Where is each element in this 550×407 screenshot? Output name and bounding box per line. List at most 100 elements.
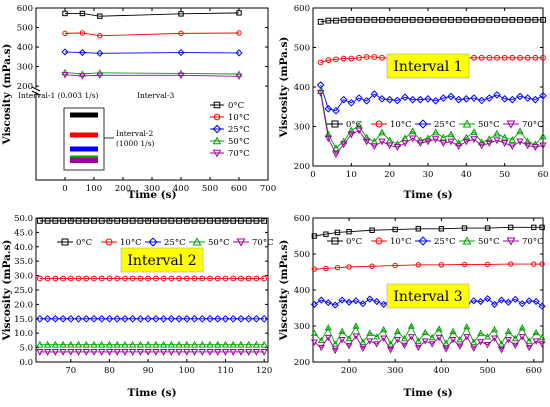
panel-b-legend-marker-10c	[375, 120, 383, 128]
panel-c-point-10c	[137, 275, 144, 282]
panel-b-point-50c	[439, 133, 448, 141]
panel-a-point-25c	[235, 49, 243, 57]
panel-c-point-10c	[129, 275, 136, 282]
panel-b-y-tick-label: 500	[294, 44, 310, 54]
panel-a-point-25c	[78, 48, 86, 57]
panel-c-point-25c	[66, 314, 75, 323]
panel-b-point-10c	[363, 54, 370, 60]
panel-d-point-50c	[456, 335, 464, 343]
panel-a-x-tick-label: 0	[62, 184, 67, 194]
panel-b-line-0c	[320, 19, 543, 23]
panel-c-point-70c	[67, 349, 75, 356]
panel-b-point-0c	[409, 16, 416, 23]
panel-c-point-25c	[136, 314, 145, 323]
panel-c-point-10c	[52, 275, 59, 282]
panel-d-point-50c	[497, 340, 505, 347]
panel-a-legend-marker-0c	[213, 101, 221, 109]
panel-b-point-0c	[356, 16, 362, 23]
panel-c-title: Interval 2	[127, 253, 196, 269]
panel-c-point-70c	[221, 349, 230, 356]
panel-b-legend-marker-25c	[418, 119, 428, 129]
panel-c-point-50c	[237, 340, 245, 348]
panel-d-point-10c	[531, 261, 537, 267]
panel-b-point-50c	[454, 139, 463, 146]
panel-d-point-0c	[369, 227, 375, 233]
panel-c-point-25c	[237, 314, 245, 323]
panel-b-point-25c	[378, 95, 386, 103]
panel-b-point-0c	[417, 16, 424, 23]
panel-a-point-10c	[178, 30, 184, 37]
panel-c-point-70c	[59, 349, 67, 356]
panel-b-point-0c	[524, 16, 531, 23]
panel-c-y-tick-label: 50.0	[14, 214, 33, 224]
panel-a-x-tick-label: 100	[86, 184, 102, 194]
panel-d-point-50c	[435, 325, 443, 332]
panel-c-point-50c	[221, 340, 230, 348]
panel-b-legend-marker-0c	[331, 120, 339, 128]
panel-d-point-25c	[317, 296, 325, 304]
panel-b-point-25c	[355, 94, 363, 102]
panel-d-legend-marker-70c	[506, 237, 516, 246]
panel-a-point-25c	[96, 49, 104, 57]
panel-c-point-10c	[145, 275, 152, 282]
panel-b-point-70c	[470, 136, 478, 144]
panel-b-point-70c	[378, 138, 386, 146]
panel-b-point-0c	[478, 16, 485, 23]
panel-b-title: Interval 1	[393, 59, 462, 75]
panel-d-point-70c	[380, 335, 388, 342]
panel-a-break-mark	[31, 86, 41, 92]
panel-b-point-25c	[531, 95, 540, 104]
panel-c-legend-label-0c: 0°C	[76, 238, 92, 248]
panel-a-y-tick-label: 600	[17, 4, 33, 14]
panel-c-point-25c	[113, 314, 122, 323]
panel-c-point-25c	[36, 314, 44, 323]
panel-d-point-70c	[331, 347, 339, 355]
panel-b-point-70c	[500, 140, 509, 148]
panel-a-point-25c	[177, 48, 185, 57]
panel-c-point-50c	[152, 340, 160, 348]
panel-c-y-tick-label: 30.0	[14, 272, 33, 282]
panel-b-point-50c	[523, 137, 532, 145]
panel-b-point-25c	[470, 94, 478, 102]
panel-c-y-tick-label: 10.0	[14, 329, 33, 339]
panel-c-point-50c	[121, 340, 129, 348]
panel-b-x-axis-label: Time (s)	[403, 189, 452, 201]
panel-a-legend-label-10c: 10°C	[228, 113, 250, 123]
panel-b-legend-label-25c: 25°C	[434, 120, 456, 130]
panel-b-point-50c	[332, 144, 340, 152]
panel-b-point-0c	[386, 16, 393, 23]
panel-c-y-tick-label: 25.0	[14, 286, 33, 296]
panel-b-point-70c	[393, 144, 402, 151]
panel-b-point-25c	[454, 95, 463, 104]
panel-c-point-70c	[237, 349, 245, 356]
panel-c-series-50c	[36, 340, 268, 348]
panel-a-legend-label-0c: 0°C	[228, 101, 244, 111]
panel-c-point-50c	[136, 340, 145, 348]
panel-b-point-50c	[347, 126, 356, 134]
panel-c-point-10c	[261, 275, 268, 282]
panel-d-point-0c	[334, 229, 341, 236]
panel-b-point-70c	[431, 136, 440, 144]
panel-b-y-tick-label: 400	[294, 83, 310, 93]
panel-c-legend-marker-25c	[148, 237, 158, 247]
panel-d-point-25c	[324, 299, 332, 307]
panel-b-point-25c	[408, 95, 417, 104]
panel-b-point-0c	[463, 16, 470, 23]
panel-d-point-10c	[311, 266, 318, 272]
panel-c-point-50c	[90, 340, 98, 348]
panel-a-legend-marker-10c	[213, 113, 221, 121]
panel-a-series-0c	[62, 10, 242, 19]
panel-a-annotation-interval-2: Interval-2	[116, 129, 153, 138]
panel-c-point-70c	[244, 349, 253, 356]
panel-c-y-tick-label: 5.0	[19, 344, 33, 354]
panel-d-point-50c	[463, 323, 471, 330]
panel-b-point-10c	[540, 54, 546, 61]
panel-b-point-0c	[540, 16, 546, 23]
panel-c-y-tick-label: 35.0	[14, 257, 33, 267]
panel-b-x-tick-label: 20	[384, 170, 395, 180]
panel-d-point-70c	[484, 342, 492, 349]
panel-c-point-25c	[198, 314, 207, 323]
panel-c-y-tick-label: 0.0	[19, 358, 33, 368]
panel-c-point-70c	[43, 349, 52, 356]
panel-d-point-50c	[484, 333, 492, 340]
